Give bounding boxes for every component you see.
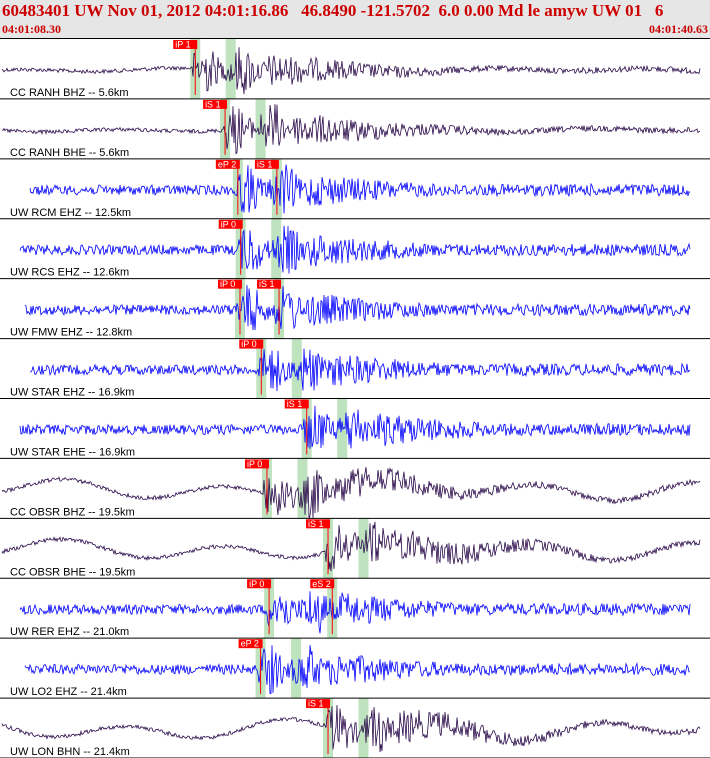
pick-flag[interactable] <box>173 40 198 49</box>
station-label: UW RCS EHZ -- 12.6km <box>10 267 129 279</box>
pick-label: iP 0 <box>249 579 264 589</box>
pick-label: eP 2 <box>218 159 236 169</box>
pick-label: iS 1 <box>205 99 221 109</box>
trace-row[interactable]: iS 1 CC RANH BHE -- 5.6km <box>0 99 710 160</box>
pick-label: eP 2 <box>241 639 259 649</box>
station-label: UW RER EHZ -- 21.0km <box>10 626 129 638</box>
station-label: CC RANH BHZ -- 5.6km <box>10 87 129 99</box>
pick-label: iP 1 <box>175 40 190 50</box>
station-label: UW FMW EHZ -- 12.8km <box>10 327 132 339</box>
pick-flag[interactable] <box>238 639 263 649</box>
station-label: UW LO2 EHZ -- 21.4km <box>10 686 127 698</box>
trace-row[interactable]: iS 1 CC OBSR BHE -- 19.5km <box>0 519 710 579</box>
pick-flag[interactable] <box>254 159 279 169</box>
waveform <box>19 405 691 449</box>
waveform <box>30 348 691 392</box>
waveform <box>19 225 691 274</box>
waveform <box>19 591 691 634</box>
pick-flag[interactable] <box>257 279 282 289</box>
station-label: UW RCM EHZ -- 12.5km <box>10 207 131 219</box>
trace-row[interactable]: iP 0 iS 1 UW FMW EHZ -- 12.8km <box>0 279 710 340</box>
pick-label: iP 0 <box>220 279 235 289</box>
pick-label: iS 1 <box>287 399 303 409</box>
waveform <box>1 704 701 753</box>
trace-row[interactable]: eP 2 UW LO2 EHZ -- 21.4km <box>0 639 710 699</box>
trace-row[interactable]: eP 2 iS 1 UW RCM EHZ -- 12.5km <box>0 159 710 220</box>
pick-flag[interactable] <box>306 519 331 529</box>
event-title: 60483401 UW Nov 01, 2012 04:01:16.86 46.… <box>2 1 664 20</box>
station-label: CC OBSR BHZ -- 19.5km <box>10 506 135 518</box>
trace-row[interactable]: iP 0 UW STAR EHZ -- 16.9km <box>0 339 710 399</box>
pick-flag[interactable] <box>244 459 269 469</box>
waveform <box>1 521 701 572</box>
waveform <box>24 285 691 331</box>
trace-row[interactable]: iP 0 eS 2 UW RER EHZ -- 21.0km <box>0 579 710 639</box>
pick-window-band <box>271 218 282 279</box>
trace-row[interactable]: iP 0 UW RCS EHZ -- 12.6km <box>0 219 710 280</box>
pick-label: iS 1 <box>257 159 273 169</box>
trace-row[interactable]: iS 1 UW LON BHN -- 21.4km <box>0 699 710 758</box>
trace-row[interactable]: iP 1 CC RANH BHZ -- 5.6km <box>0 40 710 100</box>
seismogram-panel[interactable]: iP 1 CC RANH BHZ -- 5.6km iS 1 CC RANH BHE … <box>0 39 710 758</box>
pick-window-band <box>297 458 308 519</box>
pick-flag[interactable] <box>306 699 331 709</box>
pick-window-band <box>291 638 302 699</box>
pick-label: iP 0 <box>247 459 262 469</box>
waveform <box>24 645 690 694</box>
trace-row[interactable]: iS 1 UW STAR EHE -- 16.9km <box>0 399 710 459</box>
waveform <box>29 164 691 214</box>
pick-flag[interactable] <box>203 99 228 109</box>
waveform <box>1 47 701 95</box>
pick-label: iP 0 <box>221 219 236 229</box>
pick-label: iS 1 <box>308 519 324 529</box>
pick-flag[interactable] <box>284 399 309 409</box>
window-start-time: 04:01:08.30 <box>2 22 61 36</box>
pick-flag[interactable] <box>310 579 335 589</box>
station-label: UW STAR EHE -- 16.9km <box>10 446 135 458</box>
station-label: UW STAR EHZ -- 16.9km <box>10 387 134 399</box>
trace-row[interactable]: iP 0 CC OBSR BHZ -- 19.5km <box>0 459 710 520</box>
pick-label: iP 0 <box>241 339 256 349</box>
waveform <box>1 466 701 520</box>
station-label: CC OBSR BHE -- 19.5km <box>10 566 135 578</box>
window-end-time: 04:01:40.63 <box>649 22 708 36</box>
pick-label: eS 2 <box>312 579 331 589</box>
waveform <box>1 104 701 155</box>
pick-flag[interactable] <box>217 279 242 289</box>
pick-label: iS 1 <box>259 279 275 289</box>
pick-window-band <box>291 338 302 399</box>
pick-flag[interactable] <box>218 219 243 229</box>
pick-window-band <box>337 398 348 459</box>
event-header: 60483401 UW Nov 01, 2012 04:01:16.86 46.… <box>0 0 710 39</box>
pick-label: iS 1 <box>308 699 324 709</box>
station-label: UW LON BHN -- 21.4km <box>10 746 130 758</box>
station-label: CC RANH BHE -- 5.6km <box>10 147 129 159</box>
pick-flag[interactable] <box>247 579 272 589</box>
pick-flag[interactable] <box>239 339 264 349</box>
pick-flag[interactable] <box>215 159 240 169</box>
